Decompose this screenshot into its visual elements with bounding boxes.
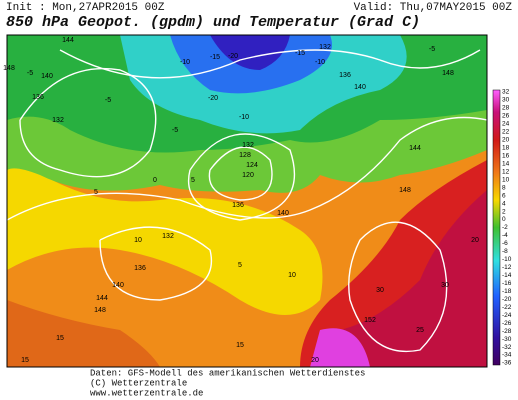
- colorbar-labels: 32302826242220181614121086420-2-4-6-8-10…: [502, 89, 512, 367]
- copyright: (C) Wetterzentrale: [90, 378, 187, 388]
- colorbar-label: 30: [502, 97, 510, 104]
- colorbar-label: 14: [502, 160, 510, 167]
- colorbar-label: 22: [502, 129, 510, 136]
- contour-label: -20: [228, 53, 238, 60]
- map-title: 850 hPa Geopot. (gpdm) und Temperatur (G…: [6, 14, 420, 31]
- colorbar-label: 20: [502, 137, 510, 144]
- colorbar-label: -26: [502, 320, 512, 327]
- contour-label: 15: [236, 342, 244, 349]
- contour-label: 30: [441, 282, 449, 289]
- map-frame: [6, 34, 488, 368]
- colorbar-label: 8: [502, 184, 506, 191]
- contour-label: -15: [210, 54, 220, 61]
- contour-label: 15: [56, 335, 64, 342]
- contour-label: -5: [429, 46, 435, 53]
- contour-label: 132: [242, 142, 254, 149]
- contour-label: 20: [471, 237, 479, 244]
- contour-label: 140: [354, 84, 366, 91]
- contour-label: 148: [3, 65, 15, 72]
- contour-label: 120: [242, 172, 254, 179]
- contour-label: 10: [134, 237, 142, 244]
- colorbar-label: -2: [502, 224, 508, 231]
- contour-label: 10: [288, 272, 296, 279]
- contour-label: 140: [112, 282, 124, 289]
- colorbar: [492, 89, 501, 366]
- contour-label: 5: [238, 262, 242, 269]
- colorbar-label: 32: [502, 89, 510, 96]
- colorbar-label: -22: [502, 304, 512, 311]
- colorbar-label: -4: [502, 232, 508, 239]
- colorbar-label: -20: [502, 296, 512, 303]
- init-time: Init : Mon,27APR2015 00Z: [6, 2, 165, 14]
- contour-label: 132: [52, 117, 64, 124]
- colorbar-label: -14: [502, 272, 512, 279]
- contour-label: 140: [41, 73, 53, 80]
- colorbar-label: -10: [502, 256, 512, 263]
- colorbar-label: 26: [502, 113, 510, 120]
- contour-label: 136: [339, 72, 351, 79]
- colorbar-label: -12: [502, 264, 512, 271]
- colorbar-label: 18: [502, 145, 510, 152]
- temperature-field: [7, 35, 487, 367]
- contour-label: -10: [239, 114, 249, 121]
- contour-label: 25: [416, 327, 424, 334]
- colorbar-label: -6: [502, 240, 508, 247]
- contour-label: 140: [277, 210, 289, 217]
- valid-time: Valid: Thu,07MAY2015 00Z: [354, 2, 513, 14]
- contour-label: 148: [399, 187, 411, 194]
- contour-label: -5: [105, 97, 111, 104]
- colorbar-label: 12: [502, 168, 510, 175]
- colorbar-label: 0: [502, 216, 506, 223]
- contour-label: 15: [21, 357, 29, 364]
- contour-label: 148: [442, 70, 454, 77]
- contour-label: -5: [27, 70, 33, 77]
- contour-label: 136: [32, 94, 44, 101]
- contour-label: -5: [172, 127, 178, 134]
- colorbar-label: -28: [502, 328, 512, 335]
- data-source: Daten: GFS-Modell des amerikanischen Wet…: [90, 368, 365, 378]
- contour-label: 148: [94, 307, 106, 314]
- website: www.wetterzentrale.de: [90, 388, 203, 398]
- contour-label: -10: [180, 59, 190, 66]
- contour-label: 0: [153, 177, 157, 184]
- colorbar-label: -8: [502, 248, 508, 255]
- contour-label: 5: [94, 189, 98, 196]
- contour-label: 128: [239, 152, 251, 159]
- contour-label: 132: [162, 233, 174, 240]
- colorbar-label: 4: [502, 200, 506, 207]
- contour-label: 5: [191, 177, 195, 184]
- colorbar-label: 28: [502, 105, 510, 112]
- contour-label: 20: [311, 357, 319, 364]
- contour-label: 136: [134, 265, 146, 272]
- colorbar-label: -18: [502, 288, 512, 295]
- contour-label: 132: [319, 44, 331, 51]
- contour-label: 144: [62, 37, 74, 44]
- colorbar-label: 6: [502, 192, 506, 199]
- colorbar-label: -32: [502, 344, 512, 351]
- colorbar-label: -30: [502, 336, 512, 343]
- colorbar-label: 16: [502, 152, 510, 159]
- contour-label: 144: [409, 145, 421, 152]
- contour-label: -15: [295, 50, 305, 57]
- colorbar-label: -34: [502, 352, 512, 359]
- contour-label: 136: [232, 202, 244, 209]
- contour-label: 144: [96, 295, 108, 302]
- colorbar-label: -36: [502, 360, 512, 367]
- contour-label: 152: [364, 317, 376, 324]
- colorbar-label: 2: [502, 208, 506, 215]
- colorbar-label: 10: [502, 176, 510, 183]
- contour-label: 124: [246, 162, 258, 169]
- colorbar-label: 24: [502, 121, 510, 128]
- contour-label: -20: [208, 95, 218, 102]
- colorbar-label: -24: [502, 312, 512, 319]
- contour-label: -10: [315, 59, 325, 66]
- colorbar-label: -16: [502, 280, 512, 287]
- contour-label: 30: [376, 287, 384, 294]
